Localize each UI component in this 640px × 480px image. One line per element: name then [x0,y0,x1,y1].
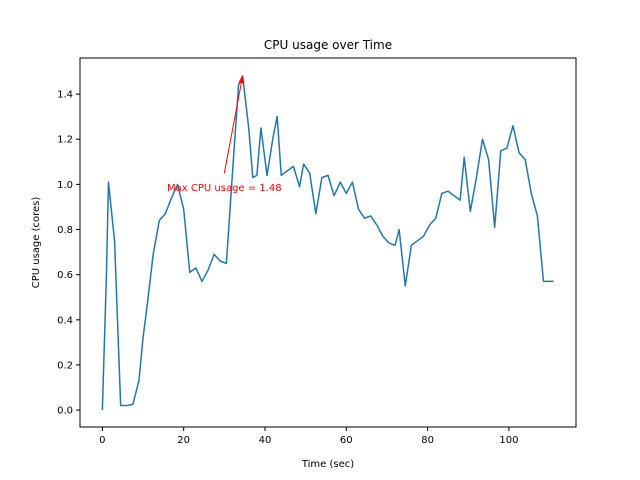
annotation-arrow [223,75,244,174]
y-tick-label: 1.0 [57,180,73,191]
x-tick-label: 80 [421,435,434,446]
y-tick-label: 0.8 [57,225,73,236]
y-tick-label: 0.4 [57,315,73,326]
x-axis-label: Time (sec) [301,459,354,470]
x-tick-label: 40 [259,435,272,446]
y-tick-label: 1.4 [57,90,73,101]
annotation-text: Max CPU usage = 1.48 [167,183,282,194]
y-tick-label: 1.2 [57,135,73,146]
y-tick-label: 0.2 [57,360,73,371]
y-axis-label: CPU usage (cores) [31,197,42,289]
cpu-usage-line [101,75,554,411]
y-tick-label: 0.0 [57,406,73,417]
chart-title: CPU usage over Time [264,38,392,52]
x-tick-label: 60 [340,435,353,446]
annotation-arrow-head [238,76,245,84]
plot-area [101,75,554,411]
y-axis-ticks: 0.0 0.2 0.4 0.6 0.8 1.0 1.2 1.4 [57,90,80,417]
x-tick-label: 100 [499,435,518,446]
y-tick-label: 0.6 [57,270,73,281]
x-axis-ticks: 0 20 40 60 80 100 [99,427,518,446]
x-tick-label: 0 [99,435,105,446]
max-annotation: Max CPU usage = 1.48 [167,75,282,194]
plot-frame [79,57,577,428]
x-tick-label: 20 [177,435,190,446]
